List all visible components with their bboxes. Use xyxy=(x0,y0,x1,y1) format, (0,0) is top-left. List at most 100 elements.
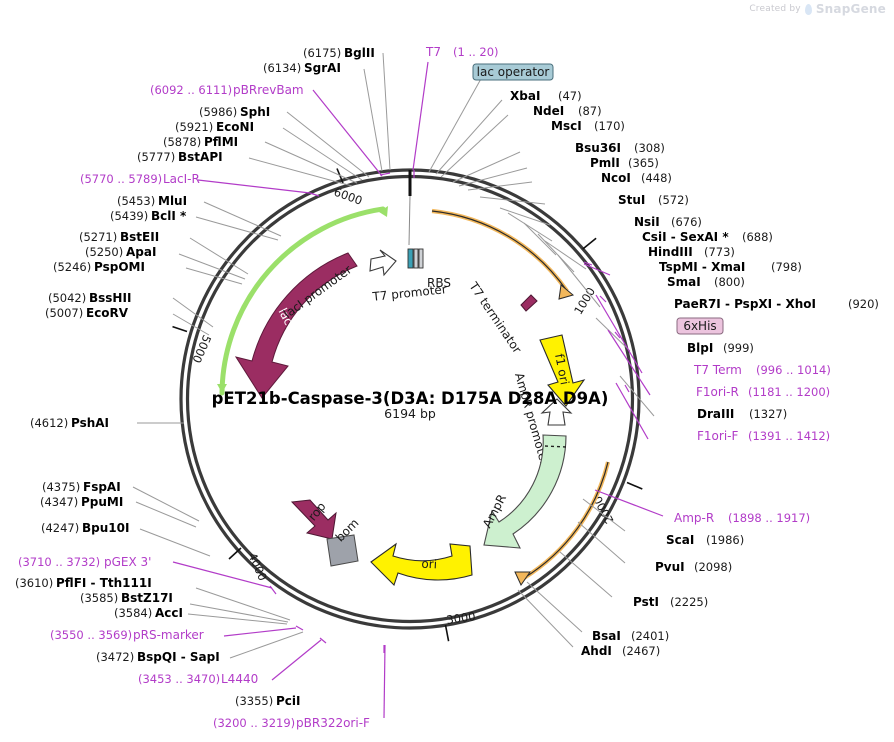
label-PshAI[interactable]: (4612) PshAI xyxy=(30,416,109,430)
label-F1ori-R[interactable]: F1ori-R (1181 .. 1200) xyxy=(696,385,830,399)
label-FspAI[interactable]: (4375) FspAI xyxy=(42,480,121,494)
label-MluI[interactable]: (5453) MluI xyxy=(117,194,187,208)
label-DraIII[interactable]: DraIII (1327) xyxy=(697,407,787,421)
label-TspMI-XmaI[interactable]: TspMI - XmaI (798) xyxy=(659,260,802,274)
label-pGEX-3prime[interactable]: (3710 .. 3732) pGEX 3' xyxy=(18,555,151,569)
svg-text:BstZ17I: BstZ17I xyxy=(121,591,173,605)
svg-text:LacI-R: LacI-R xyxy=(163,172,200,186)
svg-text:MluI: MluI xyxy=(158,194,187,208)
label-PvuI[interactable]: PvuI (2098) xyxy=(655,560,732,574)
label-PflFI-Tth111I[interactable]: (3610) PflFI - Tth111I xyxy=(15,576,152,590)
label-BstEII[interactable]: (5271) BstEII xyxy=(79,230,159,244)
badge-lac-operator[interactable]: lac operator xyxy=(472,63,554,81)
watermark-brand: SnapGene xyxy=(815,2,886,16)
feature-rop[interactable]: rop xyxy=(290,499,337,540)
feature-ori[interactable]: ori xyxy=(370,542,473,587)
label-MscI[interactable]: MscI (170) xyxy=(551,119,625,133)
label-BsaI[interactable]: BsaI (2401) xyxy=(592,629,669,643)
label-PspOMI[interactable]: (5246) PspOMI xyxy=(53,260,145,274)
label-XbaI[interactable]: XbaI (47) xyxy=(510,89,582,103)
plasmid-size: 6194 bp xyxy=(384,406,436,421)
label-PstI[interactable]: PstI (2225) xyxy=(633,595,708,609)
label-BglII[interactable]: (6175) BglII xyxy=(303,46,375,60)
label-pBR322ori-F[interactable]: (3200 .. 3219) pBR322ori-F xyxy=(213,716,370,730)
label-PciI[interactable]: (3355) PciI xyxy=(235,694,301,708)
label-LacI-R[interactable]: (5770 .. 5789) LacI-R xyxy=(80,172,200,186)
label-BlpI[interactable]: BlpI (999) xyxy=(687,341,754,355)
label-ScaI[interactable]: ScaI (1986) xyxy=(666,533,744,547)
label-BstAPI[interactable]: (5777) BstAPI xyxy=(137,150,223,164)
label-AccI[interactable]: (3584) AccI xyxy=(114,606,183,620)
label-SmaI[interactable]: SmaI (800) xyxy=(667,275,745,289)
label-StuI[interactable]: StuI (572) xyxy=(618,193,689,207)
label-NsiI[interactable]: NsiI (676) xyxy=(634,215,702,229)
label-BspQI-SapI[interactable]: (3472) BspQI - SapI xyxy=(96,650,220,664)
svg-text:(3453 .. 3470): (3453 .. 3470) xyxy=(138,672,220,686)
svg-text:(6092 .. 6111): (6092 .. 6111) xyxy=(150,83,232,97)
label-SphI[interactable]: (5986) SphI xyxy=(199,105,270,119)
label-T7-Term[interactable]: T7 Term (996 .. 1014) xyxy=(693,363,831,377)
label-L4440[interactable]: (3453 .. 3470) L4440 xyxy=(138,672,258,686)
feature-rbs[interactable]: RBS xyxy=(407,248,451,290)
label-CsiI-SexAI[interactable]: CsiI - SexAI * (688) xyxy=(642,230,773,244)
svg-text:pGEX 3': pGEX 3' xyxy=(104,555,151,569)
svg-text:BstAPI: BstAPI xyxy=(178,150,223,164)
svg-text:(773): (773) xyxy=(704,245,735,259)
label-pRS-marker[interactable]: (3550 .. 3569) pRS-marker xyxy=(50,628,204,642)
svg-text:(448): (448) xyxy=(641,171,672,185)
label-F1ori-F[interactable]: F1ori-F (1391 .. 1412) xyxy=(697,429,830,443)
feature-t7-terminator[interactable]: T7 terminator xyxy=(466,279,538,356)
arc-ampR-arrowhead xyxy=(514,571,531,587)
feature-f1-ori[interactable]: f1 ori xyxy=(539,334,586,407)
tick-label-3000: 3000 xyxy=(445,609,476,627)
label-EcoRV[interactable]: (5007) EcoRV xyxy=(45,306,129,320)
label-AhdI[interactable]: AhdI (2467) xyxy=(581,644,660,658)
svg-text:(2225): (2225) xyxy=(670,595,708,609)
svg-text:SmaI: SmaI xyxy=(667,275,701,289)
label-BssHII[interactable]: (5042) BssHII xyxy=(48,291,131,305)
label-PaeR7I-PspXI-XhoI[interactable]: PaeR7I - PspXI - XhoI (920) xyxy=(674,297,879,311)
leader-lines-bottom-left-primers xyxy=(172,561,386,719)
svg-text:(5770 .. 5789): (5770 .. 5789) xyxy=(80,172,162,186)
label-HindIII[interactable]: HindIII (773) xyxy=(648,245,735,259)
svg-text:(676): (676) xyxy=(671,215,702,229)
svg-text:BssHII: BssHII xyxy=(89,291,131,305)
feature-ampR[interactable]: AmpR xyxy=(480,434,567,549)
svg-text:(2401): (2401) xyxy=(631,629,669,643)
svg-text:(5439): (5439) xyxy=(110,209,148,223)
label-ApaI[interactable]: (5250) ApaI xyxy=(85,245,156,259)
tick-label-1000: 1000 xyxy=(571,285,598,317)
primer-marks-bottom-left xyxy=(269,585,385,653)
label-pBRrevBam[interactable]: (6092 .. 6111) pBRrevBam xyxy=(150,83,304,97)
plasmid-title: pET21b-Caspase-3(D3A: D175A D28A D9A) xyxy=(212,389,609,408)
label-NcoI[interactable]: NcoI (448) xyxy=(601,171,672,185)
svg-text:(3710 .. 3732): (3710 .. 3732) xyxy=(18,555,100,569)
label-PflMI[interactable]: (5878) PflMI xyxy=(163,135,238,149)
svg-text:(3550 .. 3569): (3550 .. 3569) xyxy=(50,628,132,642)
label-SgrAI[interactable]: (6134) SgrAI xyxy=(263,61,341,75)
feature-lacI[interactable]: lacI xyxy=(234,252,358,399)
label-NdeI[interactable]: NdeI (87) xyxy=(533,104,602,118)
svg-text:(3472): (3472) xyxy=(96,650,134,664)
svg-text:BsaI: BsaI xyxy=(592,629,621,643)
leader-lines-bottom-left xyxy=(132,486,304,659)
label-Bpu10I[interactable]: (4247) Bpu10I xyxy=(41,521,129,535)
svg-text:(4612): (4612) xyxy=(30,416,68,430)
label-Bsu36I[interactable]: Bsu36I (308) xyxy=(575,141,665,155)
svg-text:(920): (920) xyxy=(848,297,879,311)
label-BstZ17I[interactable]: (3585) BstZ17I xyxy=(80,591,173,605)
svg-text:(6134): (6134) xyxy=(263,61,301,75)
badge-6xHis[interactable]: 6xHis xyxy=(676,317,724,335)
svg-text:(5777): (5777) xyxy=(137,150,175,164)
svg-text:BspQI - SapI: BspQI - SapI xyxy=(137,650,220,664)
svg-text:NsiI: NsiI xyxy=(634,215,660,229)
label-PpuMI[interactable]: (4347) PpuMI xyxy=(40,495,123,509)
svg-text:PmlI: PmlI xyxy=(590,156,620,170)
svg-text:PvuI: PvuI xyxy=(655,560,685,574)
label-EcoNI[interactable]: (5921) EcoNI xyxy=(175,120,254,134)
label-T7-primer[interactable]: T7 (1 .. 20) xyxy=(425,45,499,59)
label-PmlI[interactable]: PmlI (365) xyxy=(590,156,659,170)
svg-text:PpuMI: PpuMI xyxy=(81,495,123,509)
label-BclI[interactable]: (5439) BclI * xyxy=(110,209,187,223)
label-Amp-R[interactable]: Amp-R (1898 .. 1917) xyxy=(674,511,810,525)
